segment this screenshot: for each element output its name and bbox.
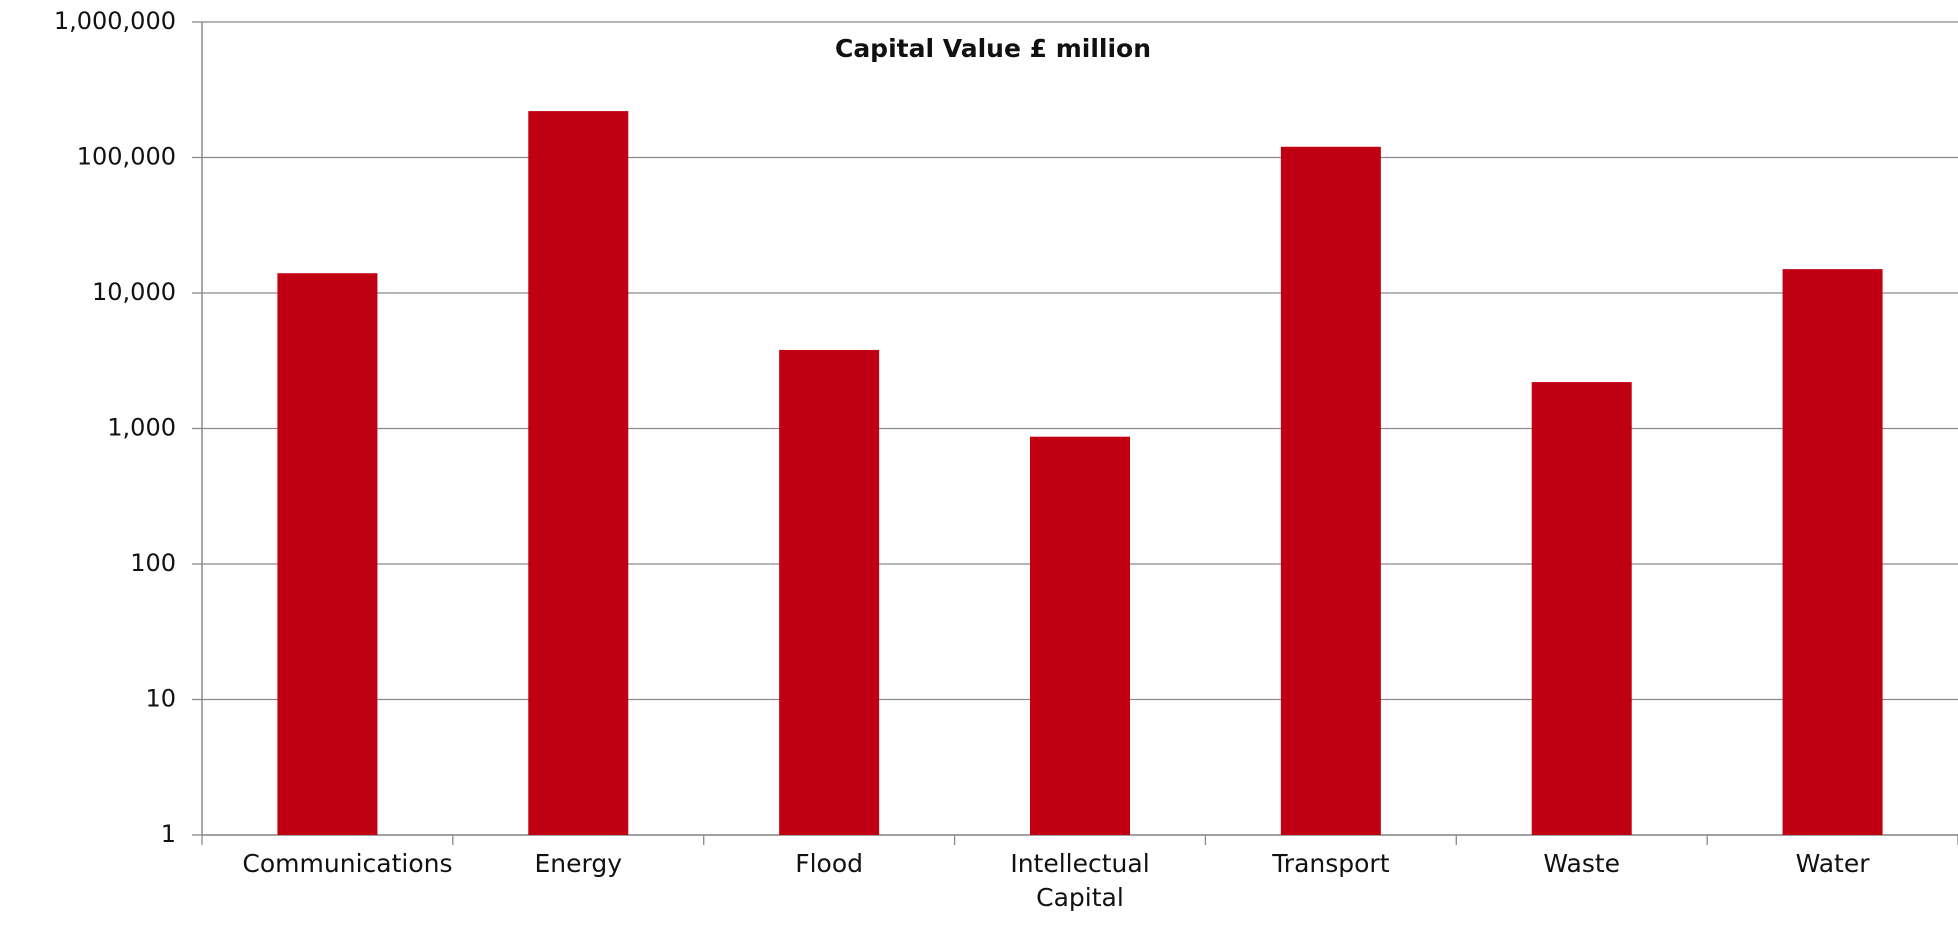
x-tick-label: Energy: [534, 849, 623, 878]
y-tick-label: 10,000: [92, 278, 176, 306]
x-tick-label: Intellectual Capital: [1010, 849, 1150, 912]
y-tick-label: 1,000: [107, 414, 176, 442]
y-tick-label: 10: [145, 685, 176, 713]
bar: [1030, 436, 1130, 835]
y-tick-label: 1,000,000: [54, 7, 176, 35]
x-tick-label: Transport: [1272, 849, 1390, 878]
x-tick-label: Water: [1795, 849, 1870, 878]
bar: [1280, 146, 1381, 835]
x-tick-label: Communications: [242, 849, 453, 878]
bar: [528, 111, 629, 835]
bar: [1531, 382, 1632, 835]
bar: [277, 273, 378, 835]
chart-title: Capital Value £ million: [835, 34, 1151, 63]
y-tick-label: 100: [130, 549, 176, 577]
y-tick-label: 100,000: [77, 143, 176, 171]
y-tick-label: 1: [161, 820, 176, 848]
x-tick-label: Waste: [1543, 849, 1621, 878]
x-tick-label: Flood: [795, 849, 864, 878]
bar: [779, 349, 880, 835]
bar: [1782, 269, 1883, 835]
